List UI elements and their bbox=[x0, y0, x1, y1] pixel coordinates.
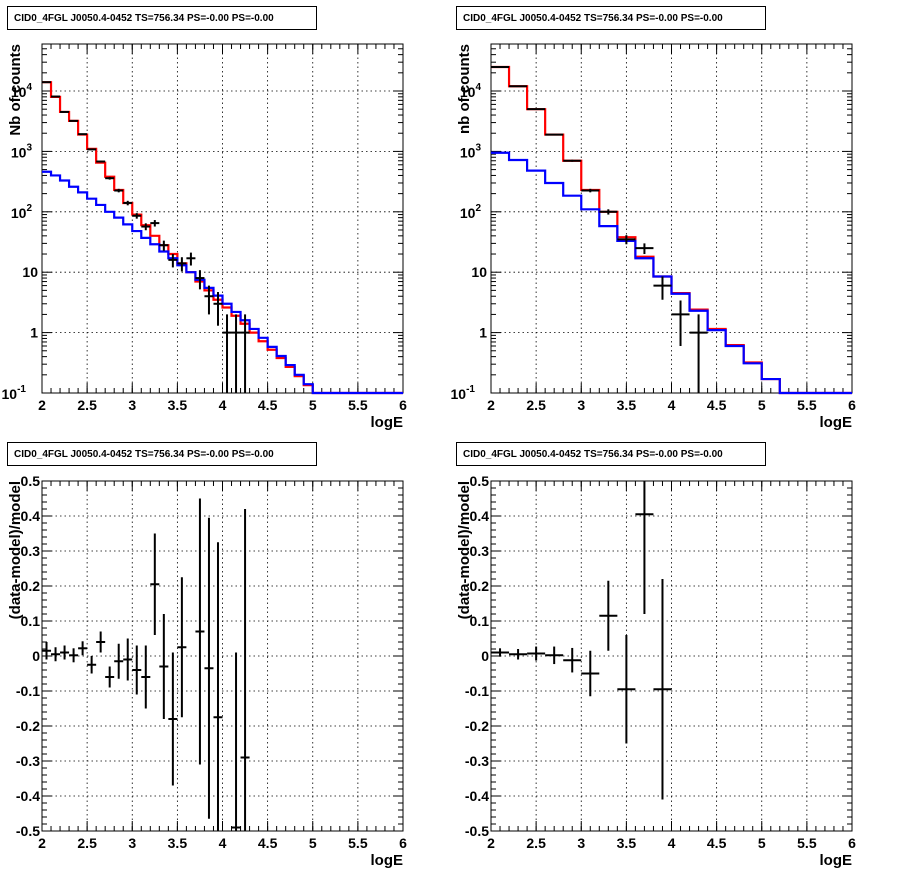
x-tick-label: 2 bbox=[38, 835, 46, 851]
y-tick-label: 0 bbox=[32, 648, 40, 664]
x-tick-label: 2 bbox=[38, 397, 46, 413]
x-axis-label: logE bbox=[371, 852, 404, 869]
y-tick-label: -0.2 bbox=[16, 718, 40, 734]
y-tick-label: 10-1 bbox=[451, 384, 476, 402]
panel-title-bottom-left: CID0_4FGL J0050.4-0452 TS=756.34 PS=-0.0… bbox=[7, 442, 317, 466]
y-axis-label: Nb of counts bbox=[7, 44, 24, 136]
y-tick-label: 0.1 bbox=[470, 613, 490, 629]
panel-title-bottom-right: CID0_4FGL J0050.4-0452 TS=756.34 PS=-0.0… bbox=[456, 442, 766, 466]
model-series-line bbox=[491, 151, 852, 395]
x-tick-label: 4 bbox=[219, 835, 227, 851]
x-tick-label: 5.5 bbox=[797, 835, 817, 851]
x-tick-label: 2 bbox=[487, 397, 495, 413]
x-axis-label: logE bbox=[371, 414, 404, 431]
y-tick-label: 102 bbox=[11, 203, 33, 221]
y-tick-label: 0.2 bbox=[21, 578, 41, 594]
x-tick-label: 3 bbox=[128, 397, 136, 413]
plot-frame bbox=[41, 43, 404, 394]
x-tick-label: 5 bbox=[758, 835, 766, 851]
x-tick-label: 2.5 bbox=[77, 397, 97, 413]
panel-title-top-left: CID0_4FGL J0050.4-0452 TS=756.34 PS=-0.0… bbox=[7, 6, 317, 30]
x-tick-label: 4 bbox=[219, 397, 227, 413]
x-tick-label: 4 bbox=[668, 835, 676, 851]
x-tick-label: 4.5 bbox=[707, 835, 727, 851]
x-tick-label: 5 bbox=[758, 397, 766, 413]
x-tick-label: 5.5 bbox=[348, 835, 368, 851]
y-tick-label: 0 bbox=[481, 648, 489, 664]
y-tick-label: 0.4 bbox=[470, 508, 490, 524]
y-tick-label: -0.4 bbox=[465, 788, 489, 804]
x-axis-label: logE bbox=[820, 414, 853, 431]
y-tick-label: 0.5 bbox=[470, 473, 490, 489]
y-tick-label: 0.2 bbox=[470, 578, 490, 594]
x-tick-label: 3.5 bbox=[617, 397, 637, 413]
x-tick-label: 4 bbox=[668, 397, 676, 413]
y-tick-label: 1 bbox=[30, 325, 38, 341]
x-tick-label: 6 bbox=[399, 835, 407, 851]
y-tick-label: 0.3 bbox=[470, 543, 490, 559]
y-axis-label: nb of counts bbox=[456, 44, 473, 134]
x-tick-label: 3 bbox=[128, 835, 136, 851]
y-tick-label: 103 bbox=[11, 142, 33, 160]
y-tick-label: 0.1 bbox=[21, 613, 41, 629]
y-tick-label: -0.3 bbox=[465, 753, 489, 769]
x-tick-label: 5 bbox=[309, 397, 317, 413]
y-tick-label: 0.5 bbox=[21, 473, 41, 489]
y-axis-label: (data-model)/model bbox=[456, 481, 473, 619]
x-tick-label: 6 bbox=[848, 835, 856, 851]
x-tick-label: 2.5 bbox=[77, 835, 97, 851]
x-tick-label: 5 bbox=[309, 835, 317, 851]
y-tick-label: 103 bbox=[460, 142, 482, 160]
x-tick-label: 3.5 bbox=[168, 397, 188, 413]
x-tick-label: 3 bbox=[577, 397, 585, 413]
y-tick-label: 0.3 bbox=[21, 543, 41, 559]
y-tick-label: 0.4 bbox=[21, 508, 41, 524]
x-tick-label: 4.5 bbox=[258, 397, 278, 413]
x-tick-label: 3 bbox=[577, 835, 585, 851]
model-series-line bbox=[42, 170, 403, 395]
x-tick-label: 2.5 bbox=[526, 397, 546, 413]
y-tick-label: -0.4 bbox=[16, 788, 40, 804]
x-tick-label: 3.5 bbox=[168, 835, 188, 851]
y-tick-label: 10 bbox=[22, 264, 38, 280]
plot-frame bbox=[490, 43, 853, 394]
x-tick-label: 6 bbox=[399, 397, 407, 413]
y-tick-label: 10-1 bbox=[2, 384, 27, 402]
x-tick-label: 5.5 bbox=[348, 397, 368, 413]
x-tick-label: 6 bbox=[848, 397, 856, 413]
x-tick-label: 3.5 bbox=[617, 835, 637, 851]
y-tick-label: 102 bbox=[460, 203, 482, 221]
y-tick-label: 10 bbox=[471, 264, 487, 280]
y-axis-label: (data-model)/model bbox=[7, 481, 24, 619]
y-tick-label: -0.1 bbox=[16, 683, 40, 699]
y-tick-label: -0.5 bbox=[16, 823, 40, 839]
y-tick-label: -0.5 bbox=[465, 823, 489, 839]
x-tick-label: 2.5 bbox=[526, 835, 546, 851]
x-tick-label: 2 bbox=[487, 835, 495, 851]
y-tick-label: -0.3 bbox=[16, 753, 40, 769]
x-tick-label: 4.5 bbox=[258, 835, 278, 851]
x-tick-label: 5.5 bbox=[797, 397, 817, 413]
x-tick-label: 4.5 bbox=[707, 397, 727, 413]
x-axis-label: logE bbox=[820, 852, 853, 869]
y-tick-label: 1 bbox=[479, 325, 487, 341]
y-tick-label: -0.2 bbox=[465, 718, 489, 734]
y-tick-label: -0.1 bbox=[465, 683, 489, 699]
panel-title-top-right: CID0_4FGL J0050.4-0452 TS=756.34 PS=-0.0… bbox=[456, 6, 766, 30]
